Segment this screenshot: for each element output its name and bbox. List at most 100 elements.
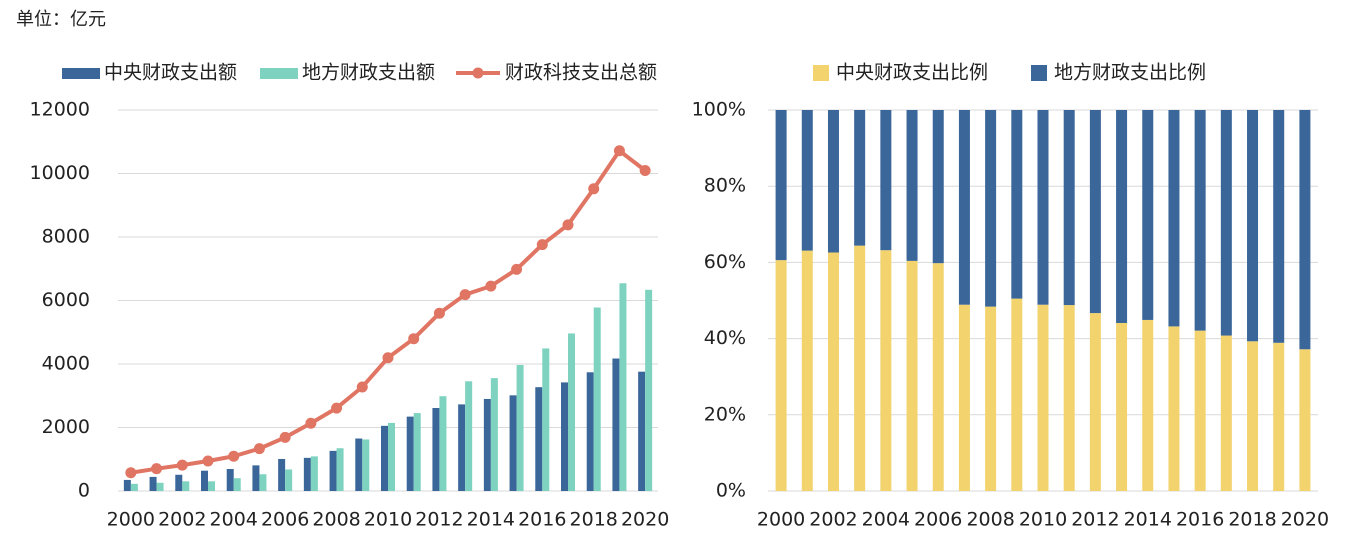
y-tick-label: 100% bbox=[692, 99, 746, 121]
bar-segment bbox=[827, 110, 839, 253]
bar-segment bbox=[1116, 110, 1128, 323]
bar-segment bbox=[985, 306, 997, 491]
bar bbox=[130, 483, 138, 491]
bar-segment bbox=[1116, 322, 1128, 491]
y-tick-label: 4000 bbox=[42, 353, 90, 375]
line-marker bbox=[279, 431, 291, 443]
bar bbox=[285, 469, 293, 491]
bar-segment bbox=[1142, 110, 1154, 320]
line-marker bbox=[562, 219, 574, 231]
line-marker bbox=[125, 467, 137, 479]
bar-segment bbox=[1247, 341, 1259, 491]
bar bbox=[355, 438, 363, 491]
x-tick-label: 2008 bbox=[312, 509, 360, 531]
bar-segment bbox=[1011, 110, 1023, 299]
y-tick-label: 8000 bbox=[42, 226, 90, 248]
bar bbox=[388, 422, 395, 491]
bar bbox=[233, 478, 241, 491]
bar bbox=[593, 307, 601, 491]
x-tick-label: 2002 bbox=[809, 509, 857, 531]
bar bbox=[362, 439, 370, 491]
y-tick-label: 10000 bbox=[30, 162, 90, 184]
bar-segment bbox=[854, 245, 866, 491]
bar bbox=[439, 396, 447, 491]
bar-segment bbox=[1194, 330, 1206, 491]
line-marker bbox=[485, 280, 497, 292]
line-marker bbox=[588, 183, 600, 195]
bar-segment bbox=[958, 304, 970, 491]
legend-label: 中央财政支出比例 bbox=[836, 62, 988, 84]
line-marker bbox=[331, 402, 343, 414]
bar-segment bbox=[1168, 326, 1180, 491]
y-tick-label: 40% bbox=[704, 327, 746, 349]
bar-segment bbox=[1273, 342, 1285, 491]
bar-segment bbox=[932, 263, 944, 491]
line-marker bbox=[228, 450, 240, 462]
bar bbox=[568, 333, 575, 491]
y-tick-label: 80% bbox=[704, 175, 746, 197]
bar-segment bbox=[1273, 110, 1285, 343]
bar-segment bbox=[880, 250, 892, 491]
bar bbox=[259, 474, 267, 491]
bar bbox=[638, 371, 646, 491]
bar bbox=[226, 469, 234, 491]
bar bbox=[516, 365, 524, 491]
bar bbox=[278, 458, 286, 491]
line-marker bbox=[459, 289, 471, 301]
bar-segment bbox=[1142, 319, 1154, 491]
line-marker bbox=[511, 263, 523, 275]
x-tick-label: 2018 bbox=[570, 509, 618, 531]
bar bbox=[586, 372, 594, 491]
bar bbox=[175, 474, 183, 491]
bar-segment bbox=[985, 110, 997, 307]
bar bbox=[619, 283, 627, 491]
x-tick-label: 2002 bbox=[158, 509, 206, 531]
x-tick-label: 2006 bbox=[914, 509, 962, 531]
y-tick-label: 0 bbox=[78, 480, 90, 502]
legend-label: 财政科技支出总额 bbox=[505, 62, 657, 84]
bar-segment bbox=[1220, 110, 1232, 336]
bar bbox=[612, 358, 620, 491]
bar bbox=[535, 387, 543, 491]
bar-segment bbox=[1037, 304, 1049, 491]
x-tick-label: 2004 bbox=[210, 509, 258, 531]
bar-segment bbox=[1299, 110, 1311, 350]
x-tick-label: 2000 bbox=[757, 509, 805, 531]
bar-segment bbox=[801, 250, 813, 491]
bar-segment bbox=[775, 260, 787, 491]
bar bbox=[490, 378, 498, 491]
line-marker bbox=[176, 459, 188, 471]
bar bbox=[156, 482, 164, 491]
x-tick-label: 2020 bbox=[1281, 509, 1329, 531]
y-tick-label: 20% bbox=[704, 403, 746, 425]
legend-swatch bbox=[260, 68, 298, 79]
x-tick-label: 2014 bbox=[1124, 509, 1172, 531]
bar bbox=[561, 382, 568, 491]
bar bbox=[432, 408, 440, 491]
y-tick-label: 60% bbox=[704, 251, 746, 273]
legend-label: 地方财政支出比例 bbox=[1054, 62, 1206, 84]
bar bbox=[483, 398, 491, 491]
line-marker bbox=[253, 443, 265, 455]
bar bbox=[182, 481, 190, 491]
bar bbox=[413, 413, 421, 491]
bar bbox=[458, 404, 466, 491]
x-tick-label: 2016 bbox=[1176, 509, 1224, 531]
bar-segment bbox=[1247, 110, 1259, 342]
bar-segment bbox=[1063, 110, 1075, 306]
bar bbox=[381, 425, 388, 491]
x-tick-label: 2020 bbox=[621, 509, 669, 531]
line-marker bbox=[613, 145, 625, 157]
bar-segment bbox=[1299, 349, 1311, 491]
y-tick-label: 12000 bbox=[30, 99, 90, 121]
bar-segment bbox=[827, 252, 839, 491]
bar-segment bbox=[1168, 110, 1180, 327]
bar bbox=[509, 395, 517, 491]
y-tick-label: 6000 bbox=[42, 289, 90, 311]
x-tick-label: 2010 bbox=[364, 509, 412, 531]
legend-label: 中央财政支出额 bbox=[104, 62, 237, 84]
line-marker bbox=[408, 333, 420, 345]
bar-segment bbox=[880, 110, 892, 251]
line-marker bbox=[639, 164, 651, 176]
x-tick-label: 2016 bbox=[518, 509, 566, 531]
